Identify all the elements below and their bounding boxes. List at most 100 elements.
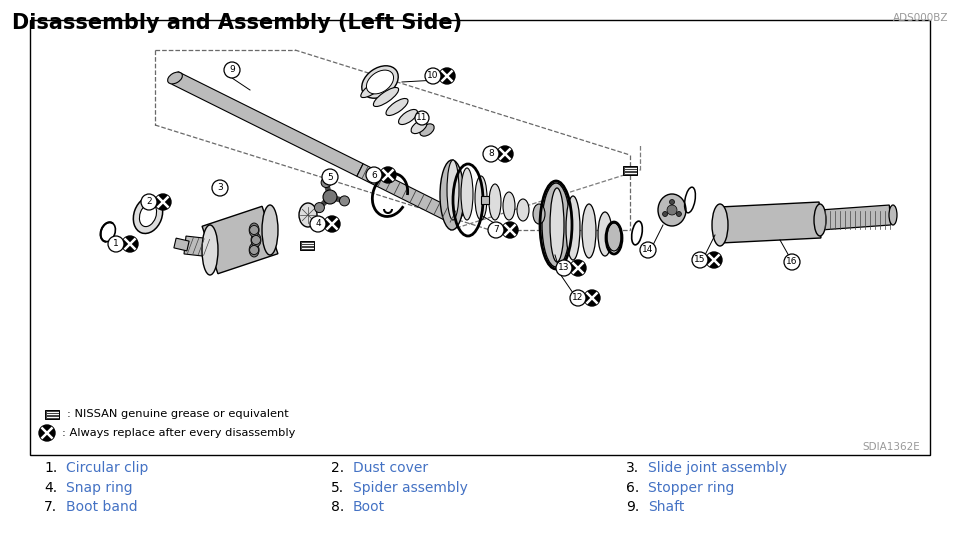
Ellipse shape — [889, 205, 897, 225]
Ellipse shape — [658, 194, 686, 226]
Text: 11: 11 — [417, 113, 428, 123]
Circle shape — [483, 146, 499, 162]
Text: Spider assembly: Spider assembly — [353, 481, 468, 495]
Text: ADS000BZ: ADS000BZ — [893, 13, 948, 23]
Circle shape — [425, 68, 441, 84]
Bar — [481, 196, 489, 204]
Text: 9: 9 — [229, 65, 235, 75]
Circle shape — [570, 260, 586, 276]
Ellipse shape — [489, 184, 501, 220]
Text: 7.: 7. — [44, 500, 58, 514]
Ellipse shape — [367, 70, 394, 94]
Ellipse shape — [250, 223, 259, 237]
Ellipse shape — [386, 98, 408, 116]
Ellipse shape — [251, 233, 261, 247]
Bar — [30, 20, 930, 455]
Text: Dust cover: Dust cover — [353, 461, 428, 475]
Ellipse shape — [250, 243, 259, 257]
Polygon shape — [174, 238, 189, 251]
Circle shape — [502, 222, 518, 238]
Ellipse shape — [398, 110, 418, 125]
Circle shape — [321, 178, 331, 187]
Circle shape — [366, 167, 382, 183]
Circle shape — [784, 254, 800, 270]
Ellipse shape — [133, 197, 162, 233]
Ellipse shape — [420, 124, 434, 136]
Polygon shape — [172, 72, 363, 176]
Text: 13: 13 — [559, 264, 569, 273]
Ellipse shape — [299, 203, 317, 227]
Ellipse shape — [262, 205, 278, 255]
Circle shape — [556, 260, 572, 276]
Text: 12: 12 — [572, 294, 584, 302]
Text: : NISSAN genuine grease or equivalent: : NISSAN genuine grease or equivalent — [67, 409, 289, 419]
Circle shape — [669, 199, 675, 205]
Ellipse shape — [411, 120, 427, 133]
Circle shape — [706, 252, 722, 268]
Circle shape — [310, 216, 326, 232]
Ellipse shape — [447, 160, 459, 220]
Circle shape — [39, 425, 55, 441]
Ellipse shape — [712, 204, 728, 246]
Text: 16: 16 — [786, 258, 798, 267]
Ellipse shape — [566, 196, 580, 260]
Ellipse shape — [517, 199, 529, 221]
Text: : Always replace after every disassembly: : Always replace after every disassembly — [62, 428, 296, 438]
Ellipse shape — [607, 223, 621, 251]
Text: 6: 6 — [372, 171, 377, 179]
Circle shape — [224, 62, 240, 78]
Text: 10: 10 — [427, 71, 439, 80]
Circle shape — [497, 146, 513, 162]
Circle shape — [250, 226, 258, 234]
Circle shape — [155, 194, 171, 210]
Ellipse shape — [475, 176, 487, 220]
Circle shape — [415, 111, 429, 125]
Polygon shape — [184, 236, 213, 257]
Text: 14: 14 — [642, 246, 654, 254]
Ellipse shape — [598, 212, 612, 256]
Ellipse shape — [542, 183, 570, 267]
Polygon shape — [719, 202, 821, 243]
Circle shape — [108, 236, 124, 252]
Text: Slide joint assembly: Slide joint assembly — [648, 461, 787, 475]
Circle shape — [570, 290, 586, 306]
Polygon shape — [203, 206, 277, 274]
Ellipse shape — [461, 168, 473, 220]
Ellipse shape — [139, 204, 156, 227]
Bar — [45, 409, 59, 418]
Text: 1.: 1. — [44, 461, 58, 475]
Text: 4.: 4. — [44, 481, 58, 495]
Ellipse shape — [440, 160, 464, 230]
Circle shape — [340, 196, 349, 206]
Circle shape — [488, 222, 504, 238]
Text: 4: 4 — [315, 219, 321, 228]
Text: Circular clip: Circular clip — [66, 461, 149, 475]
Circle shape — [324, 216, 340, 232]
Ellipse shape — [550, 188, 564, 262]
Text: Snap ring: Snap ring — [66, 481, 132, 495]
Polygon shape — [819, 205, 891, 230]
Circle shape — [380, 167, 396, 183]
Circle shape — [677, 212, 682, 217]
Ellipse shape — [168, 72, 182, 84]
Text: 2.: 2. — [331, 461, 344, 475]
Ellipse shape — [814, 204, 826, 236]
Ellipse shape — [503, 192, 515, 220]
Text: 5: 5 — [327, 172, 333, 181]
Text: Stopper ring: Stopper ring — [648, 481, 734, 495]
Circle shape — [212, 180, 228, 196]
Bar — [300, 240, 314, 249]
Text: 9.: 9. — [626, 500, 639, 514]
Circle shape — [122, 236, 138, 252]
Polygon shape — [357, 164, 463, 226]
Text: Boot band: Boot band — [66, 500, 137, 514]
Circle shape — [314, 202, 324, 213]
Text: Disassembly and Assembly (Left Side): Disassembly and Assembly (Left Side) — [12, 13, 462, 33]
Text: 3: 3 — [217, 184, 223, 192]
Circle shape — [250, 246, 258, 254]
Ellipse shape — [361, 77, 389, 98]
Circle shape — [662, 212, 667, 217]
Text: Boot: Boot — [353, 500, 385, 514]
Circle shape — [640, 242, 656, 258]
Text: 5.: 5. — [331, 481, 344, 495]
